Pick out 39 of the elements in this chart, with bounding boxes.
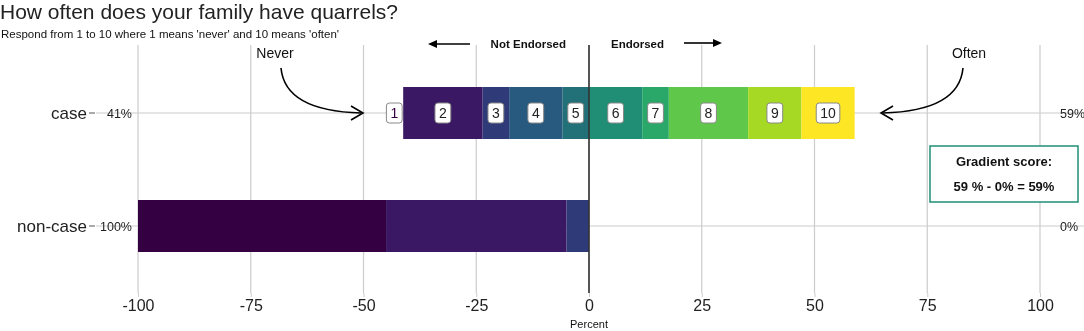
x-axis-title: Percent	[570, 318, 608, 330]
x-tick-label: 50	[806, 297, 824, 315]
series-label: 10	[820, 105, 837, 121]
series-label: 6	[611, 105, 620, 121]
chart-title: How often does your family have quarrels?	[0, 0, 399, 23]
bar	[668, 87, 749, 139]
annotation: Never	[256, 45, 294, 61]
x-tick-label: -75	[239, 297, 263, 315]
annotation: 59 % - 0% = 59%	[953, 179, 1055, 194]
x-tick-label: 75	[918, 297, 937, 315]
text: 0%	[1060, 220, 1079, 234]
series-label: 4	[531, 105, 540, 121]
x-tick-label: 0	[585, 297, 595, 315]
annotation: Gradient score:	[955, 154, 1053, 169]
y-tick-label: case	[51, 104, 87, 123]
annotation: Often	[951, 45, 987, 61]
annotation: Endorsed	[611, 38, 665, 50]
text: 59%	[1060, 107, 1084, 121]
text: 41%	[106, 107, 132, 121]
text: 1	[390, 105, 399, 121]
text: 100%	[100, 220, 132, 234]
bar	[386, 200, 567, 252]
bar	[566, 200, 589, 252]
y-tick-label: non-case	[17, 217, 87, 236]
chart-subtitle: Respond from 1 to 10 where 1 means 'never' and 10 means 'often'	[1, 28, 340, 40]
annotation: Not Endorsed	[490, 38, 566, 50]
x-tick-label: 100	[1027, 297, 1054, 315]
x-tick-label: 25	[693, 297, 712, 315]
series-label: 9	[770, 105, 779, 121]
series-label: 2	[438, 105, 447, 121]
series-label: 3	[491, 105, 500, 121]
series-label: 8	[704, 105, 713, 121]
bar	[138, 200, 387, 252]
x-tick-label: -50	[352, 297, 376, 315]
series-label: 5	[571, 105, 580, 121]
bar	[403, 87, 483, 139]
x-tick-label: -100	[122, 297, 155, 315]
x-tick-label: -25	[465, 297, 489, 315]
series-label: 7	[651, 105, 660, 121]
